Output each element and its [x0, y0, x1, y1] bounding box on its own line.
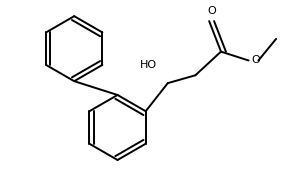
Text: O: O	[251, 55, 260, 65]
Text: HO: HO	[139, 60, 157, 70]
Text: O: O	[208, 6, 216, 16]
